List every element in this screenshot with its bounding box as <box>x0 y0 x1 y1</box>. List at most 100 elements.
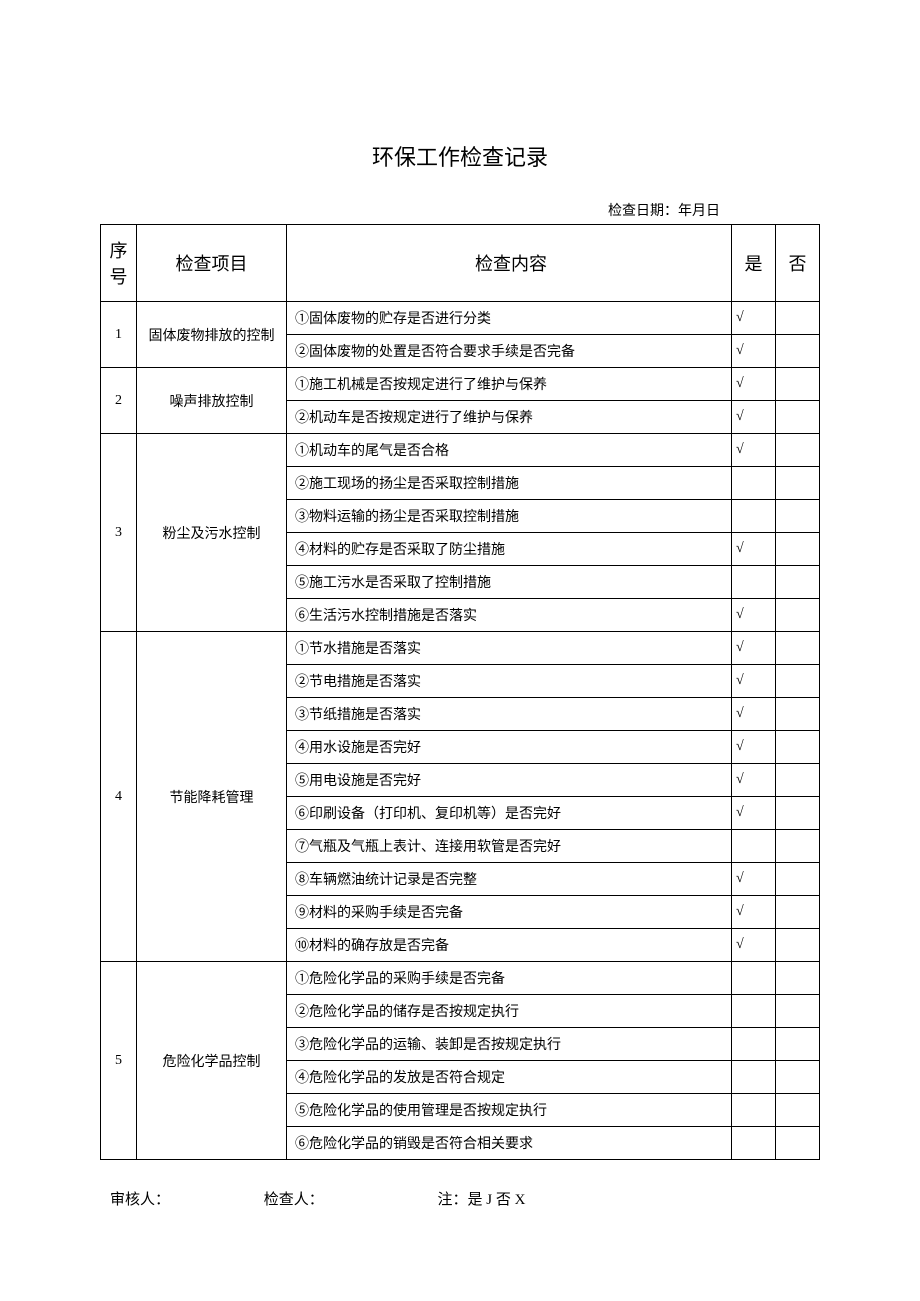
no-cell <box>776 533 820 566</box>
yes-cell <box>732 830 776 863</box>
yes-cell: √ <box>732 632 776 665</box>
yes-cell: √ <box>732 533 776 566</box>
item-cell: 固体废物排放的控制 <box>137 302 287 368</box>
content-cell: ③节纸措施是否落实 <box>287 698 732 731</box>
header-seq: 序号 <box>101 225 137 302</box>
header-no: 否 <box>776 225 820 302</box>
content-cell: ①节水措施是否落实 <box>287 632 732 665</box>
content-cell: ⑥危险化学品的销毁是否符合相关要求 <box>287 1127 732 1160</box>
no-cell <box>776 731 820 764</box>
item-cell: 粉尘及污水控制 <box>137 434 287 632</box>
header-yes: 是 <box>732 225 776 302</box>
item-cell: 噪声排放控制 <box>137 368 287 434</box>
item-cell: 危险化学品控制 <box>137 962 287 1160</box>
yes-cell <box>732 995 776 1028</box>
yes-cell: √ <box>732 896 776 929</box>
table-header-row: 序号 检查项目 检查内容 是 否 <box>101 225 820 302</box>
no-cell <box>776 500 820 533</box>
no-cell <box>776 665 820 698</box>
seq-cell: 3 <box>101 434 137 632</box>
item-cell: 节能降耗管理 <box>137 632 287 962</box>
header-content: 检查内容 <box>287 225 732 302</box>
yes-cell <box>732 500 776 533</box>
content-cell: ①固体废物的贮存是否进行分类 <box>287 302 732 335</box>
content-cell: ②机动车是否按规定进行了维护与保养 <box>287 401 732 434</box>
yes-cell: √ <box>732 929 776 962</box>
no-cell <box>776 599 820 632</box>
table-row: 4节能降耗管理①节水措施是否落实√ <box>101 632 820 665</box>
date-prefix: 检查日期： <box>608 204 678 219</box>
content-cell: ④用水设施是否完好 <box>287 731 732 764</box>
footer-line: 审核人： 检查人： 注：是 J 否 X <box>100 1188 820 1209</box>
table-row: 2噪声排放控制①施工机械是否按规定进行了维护与保养√ <box>101 368 820 401</box>
no-cell <box>776 434 820 467</box>
content-cell: ⑥印刷设备（打印机、复印机等）是否完好 <box>287 797 732 830</box>
yes-cell <box>732 1094 776 1127</box>
no-cell <box>776 1028 820 1061</box>
yes-cell: √ <box>732 599 776 632</box>
auditor-label: 审核人： <box>110 1188 260 1209</box>
yes-cell: √ <box>732 731 776 764</box>
content-cell: ⑥生活污水控制措施是否落实 <box>287 599 732 632</box>
content-cell: ②危险化学品的储存是否按规定执行 <box>287 995 732 1028</box>
yes-cell: √ <box>732 797 776 830</box>
no-cell <box>776 302 820 335</box>
yes-cell: √ <box>732 434 776 467</box>
yes-cell: √ <box>732 302 776 335</box>
yes-cell <box>732 962 776 995</box>
no-cell <box>776 335 820 368</box>
content-cell: ①危险化学品的采购手续是否完备 <box>287 962 732 995</box>
content-cell: ①施工机械是否按规定进行了维护与保养 <box>287 368 732 401</box>
yes-cell <box>732 467 776 500</box>
inspection-table: 序号 检查项目 检查内容 是 否 1固体废物排放的控制①固体废物的贮存是否进行分… <box>100 224 820 1160</box>
content-cell: ⑩材料的确存放是否完备 <box>287 929 732 962</box>
no-cell <box>776 467 820 500</box>
no-cell <box>776 863 820 896</box>
no-cell <box>776 830 820 863</box>
inspection-date: 检查日期：年月日 <box>100 200 820 220</box>
no-cell <box>776 929 820 962</box>
no-cell <box>776 368 820 401</box>
no-cell <box>776 797 820 830</box>
yes-cell: √ <box>732 401 776 434</box>
no-cell <box>776 764 820 797</box>
yes-cell: √ <box>732 863 776 896</box>
content-cell: ③危险化学品的运输、装卸是否按规定执行 <box>287 1028 732 1061</box>
content-cell: ④材料的贮存是否采取了防尘措施 <box>287 533 732 566</box>
no-cell <box>776 1127 820 1160</box>
date-value: 年月日 <box>678 204 720 219</box>
yes-cell <box>732 1028 776 1061</box>
content-cell: ③物料运输的扬尘是否采取控制措施 <box>287 500 732 533</box>
no-cell <box>776 896 820 929</box>
no-cell <box>776 995 820 1028</box>
content-cell: ②施工现场的扬尘是否采取控制措施 <box>287 467 732 500</box>
no-cell <box>776 401 820 434</box>
content-cell: ④危险化学品的发放是否符合规定 <box>287 1061 732 1094</box>
yes-cell: √ <box>732 335 776 368</box>
yes-cell: √ <box>732 764 776 797</box>
yes-cell: √ <box>732 665 776 698</box>
content-cell: ②节电措施是否落实 <box>287 665 732 698</box>
yes-cell <box>732 1127 776 1160</box>
yes-cell: √ <box>732 368 776 401</box>
content-cell: ⑤危险化学品的使用管理是否按规定执行 <box>287 1094 732 1127</box>
seq-cell: 4 <box>101 632 137 962</box>
content-cell: ⑦气瓶及气瓶上表计、连接用软管是否完好 <box>287 830 732 863</box>
no-cell <box>776 1061 820 1094</box>
seq-cell: 1 <box>101 302 137 368</box>
content-cell: ⑤施工污水是否采取了控制措施 <box>287 566 732 599</box>
seq-cell: 5 <box>101 962 137 1160</box>
page-title: 环保工作检查记录 <box>100 140 820 172</box>
no-cell <box>776 1094 820 1127</box>
content-cell: ⑧车辆燃油统计记录是否完整 <box>287 863 732 896</box>
table-body: 1固体废物排放的控制①固体废物的贮存是否进行分类√②固体废物的处置是否符合要求手… <box>101 302 820 1160</box>
content-cell: ①机动车的尾气是否合格 <box>287 434 732 467</box>
yes-cell <box>732 1061 776 1094</box>
footer-note: 注：是 J 否 X <box>438 1188 526 1209</box>
no-cell <box>776 698 820 731</box>
content-cell: ⑨材料的采购手续是否完备 <box>287 896 732 929</box>
content-cell: ⑤用电设施是否完好 <box>287 764 732 797</box>
content-cell: ②固体废物的处置是否符合要求手续是否完备 <box>287 335 732 368</box>
no-cell <box>776 632 820 665</box>
no-cell <box>776 962 820 995</box>
